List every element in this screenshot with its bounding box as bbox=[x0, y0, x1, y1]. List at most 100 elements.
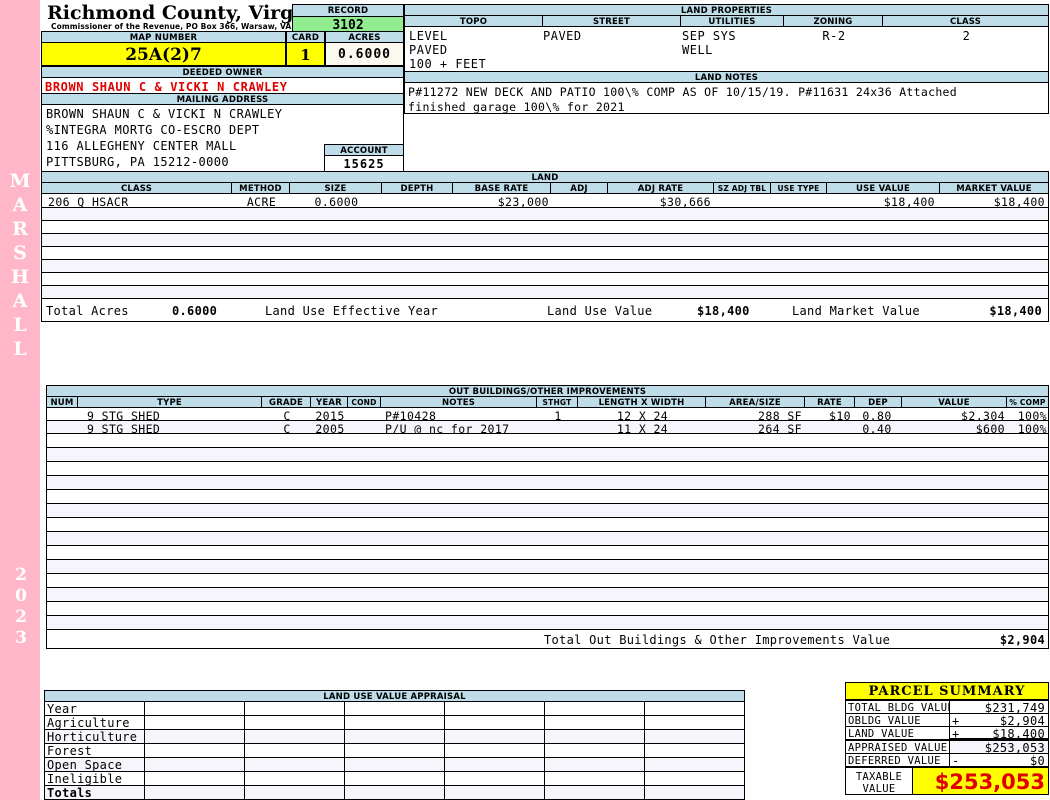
ps-label-total-bldg-value-box: TOTAL BLDG VALUE bbox=[845, 700, 954, 714]
mailing-address-line-1: BROWN SHAUN C & VICKI N CRAWLEY bbox=[46, 107, 283, 121]
luva-divider bbox=[644, 743, 645, 758]
luva-divider bbox=[144, 757, 145, 772]
card-value: 1 bbox=[286, 42, 325, 66]
land-use-value-value: $18,400 bbox=[697, 304, 750, 318]
land-cell-adj-rate: $30,666 bbox=[659, 195, 711, 209]
luva-divider bbox=[344, 743, 345, 758]
luva-divider bbox=[444, 715, 445, 730]
table-row bbox=[46, 489, 1049, 504]
luva-divider bbox=[644, 729, 645, 744]
land-market-value-label: Land Market Value bbox=[792, 304, 920, 318]
luva-divider bbox=[344, 715, 345, 730]
luva-row-totals bbox=[44, 785, 745, 800]
luva-row-forest bbox=[44, 743, 745, 758]
land-cell-class: 206 Q HSACR bbox=[48, 195, 129, 209]
ps-label-land-value: LAND VALUE bbox=[848, 728, 915, 740]
ob-cell-area-size: 264 SF bbox=[758, 422, 802, 436]
luva-divider bbox=[544, 743, 545, 758]
ob-cell-notes: P#10428 bbox=[385, 409, 437, 423]
ps-sign-obldg-value: + bbox=[952, 714, 960, 728]
outbuildings-total-label: Total Out Buildings & Other Improvements… bbox=[544, 633, 891, 647]
ob-cell-rate: $10 bbox=[829, 409, 851, 423]
page-title: Richmond County, Virginia bbox=[47, 2, 335, 24]
total-acres-label: Total Acres bbox=[46, 304, 129, 318]
class-line-1: 2 bbox=[962, 29, 971, 43]
topo-line-2: PAVED bbox=[409, 43, 448, 57]
ob-cell-year: 2015 bbox=[315, 409, 345, 423]
table-row bbox=[46, 461, 1049, 476]
land-totals-row: Total Acres 0.6000 Land Use Effective Ye… bbox=[41, 298, 1049, 322]
luva-label-ineligible: Ineligible bbox=[47, 772, 123, 786]
ob-cell-length-width: 11 X 24 bbox=[616, 422, 669, 436]
table-row bbox=[41, 285, 1049, 299]
luva-row-horticulture bbox=[44, 729, 745, 744]
luva-divider bbox=[244, 757, 245, 772]
luva-divider bbox=[644, 757, 645, 772]
luva-divider bbox=[344, 771, 345, 786]
table-row: 9 STG SHED C 2015 P#10428 1 12 X 24 288 … bbox=[46, 407, 1049, 423]
mailing-address-line-4: PITTSBURG, PA 15212-0000 bbox=[46, 155, 229, 169]
ob-cell-area-size: 288 SF bbox=[758, 409, 802, 423]
zoning-line-1: R-2 bbox=[822, 29, 846, 43]
ob-cell-notes: P/U @ nc for 2017 bbox=[385, 422, 510, 436]
table-row bbox=[41, 220, 1049, 234]
luva-label-totals: Totals bbox=[47, 786, 93, 800]
luva-divider bbox=[644, 771, 645, 786]
luva-divider bbox=[144, 701, 145, 716]
land-notes-body: P#11272 NEW DECK AND PATIO 100\% COMP AS… bbox=[404, 82, 1049, 114]
land-cell-base-rate: $23,000 bbox=[497, 195, 549, 209]
luva-row-open-space bbox=[44, 757, 745, 772]
luva-divider bbox=[544, 771, 545, 786]
luva-divider bbox=[344, 785, 345, 800]
luva-divider bbox=[144, 729, 145, 744]
outbuildings-total-value: $2,904 bbox=[999, 633, 1045, 647]
land-cell-size: 0.6000 bbox=[314, 195, 359, 209]
table-row bbox=[41, 246, 1049, 260]
ps-value-deferred-value-box: - $0 bbox=[949, 753, 1049, 768]
table-row bbox=[46, 517, 1049, 532]
luva-divider bbox=[444, 743, 445, 758]
luva-divider bbox=[244, 729, 245, 744]
ob-cell-pct-comp: 100% bbox=[1017, 409, 1047, 423]
table-row bbox=[46, 615, 1049, 630]
luva-divider bbox=[344, 757, 345, 772]
luva-row-year bbox=[44, 701, 745, 716]
topo-line-1: LEVEL bbox=[409, 29, 448, 43]
topo-line-3: 100 + FEET bbox=[409, 57, 487, 71]
ob-cell-type: 9 STG SHED bbox=[87, 422, 161, 436]
mailing-address-line-2: %INTEGRA MORTG CO-ESCRO DEPT bbox=[46, 123, 260, 137]
ps-value-land-value-box: + $18,400 bbox=[949, 726, 1049, 741]
ps-sign-deferred-value: - bbox=[952, 754, 960, 768]
ps-label-total-bldg-value: TOTAL BLDG VALUE bbox=[848, 702, 954, 714]
luva-divider bbox=[444, 771, 445, 786]
land-use-value-label: Land Use Value bbox=[547, 304, 653, 318]
ps-label-deferred-value: DEFERRED VALUE bbox=[848, 755, 941, 767]
spine-label-marshall: MARSHALL bbox=[9, 170, 31, 362]
ob-cell-pct-comp: 100% bbox=[1017, 422, 1047, 436]
luva-divider bbox=[144, 715, 145, 730]
land-cell-use-value: $18,400 bbox=[883, 195, 935, 209]
table-row bbox=[46, 447, 1049, 462]
luva-label-agriculture: Agriculture bbox=[47, 716, 130, 730]
ps-value-deferred-value: $0 bbox=[1029, 754, 1045, 768]
luva-label-year: Year bbox=[47, 702, 78, 716]
map-number-value: 25A(2)7 bbox=[41, 42, 286, 66]
luva-divider bbox=[644, 701, 645, 716]
luva-row-agriculture bbox=[44, 715, 745, 730]
page-subtitle: Commissioner of the Revenue, PO Box 366,… bbox=[51, 22, 321, 31]
account-value: 15625 bbox=[324, 155, 404, 172]
ps-value-total-bldg-value-box: $231,749 bbox=[949, 700, 1049, 715]
table-row bbox=[46, 587, 1049, 602]
luva-divider bbox=[544, 701, 545, 716]
table-row bbox=[46, 531, 1049, 546]
ps-value-land-value: $18,400 bbox=[992, 727, 1045, 741]
luva-divider bbox=[544, 757, 545, 772]
ps-sign-land-value: + bbox=[952, 727, 960, 741]
land-properties-body: LEVEL PAVED 100 + FEET PAVED SEP SYS WEL… bbox=[404, 26, 1049, 72]
ps-value-obldg-value: $2,904 bbox=[999, 714, 1045, 728]
sidebar-spine bbox=[0, 0, 40, 800]
luva-divider bbox=[144, 785, 145, 800]
table-row bbox=[41, 233, 1049, 247]
ob-cell-type: 9 STG SHED bbox=[87, 409, 161, 423]
luva-divider bbox=[244, 743, 245, 758]
